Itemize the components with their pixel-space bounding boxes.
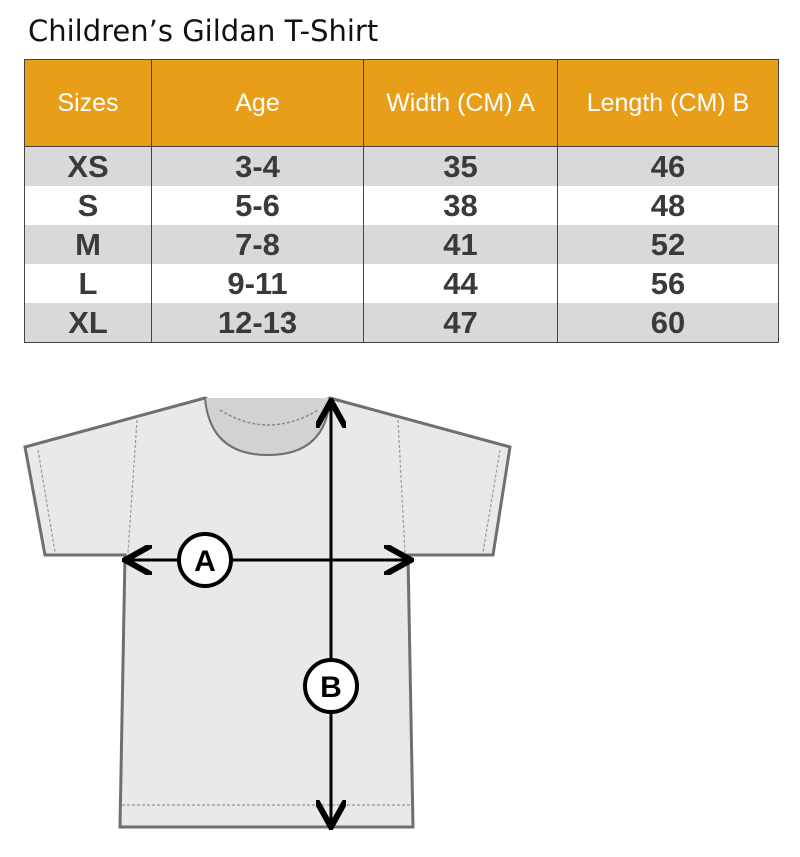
- size: XS: [24, 146, 152, 186]
- age: 7-8: [151, 225, 364, 264]
- table-row: XL 12-13 47 60: [24, 303, 779, 343]
- size: S: [24, 186, 152, 225]
- width: 44: [363, 264, 558, 303]
- tshirt-diagram: A B: [23, 396, 512, 857]
- label-b-circle: [303, 658, 359, 714]
- table-row: M 7-8 41 52: [24, 225, 779, 264]
- header-row: Sizes Age Width (CM) A Length (CM) B: [24, 59, 779, 147]
- header-age: Age: [151, 59, 364, 147]
- size: XL: [24, 303, 152, 343]
- age: 3-4: [151, 146, 364, 186]
- header-length: Length (CM) B: [557, 59, 779, 147]
- label-b: B: [320, 671, 342, 704]
- width: 38: [363, 186, 558, 225]
- length: 56: [557, 264, 779, 303]
- length: 52: [557, 225, 779, 264]
- width: 41: [363, 225, 558, 264]
- age: 12-13: [151, 303, 364, 343]
- age: 5-6: [151, 186, 364, 225]
- size: L: [24, 264, 152, 303]
- table-row: XS 3-4 35 46: [24, 146, 779, 186]
- table-row: S 5-6 38 48: [24, 186, 779, 225]
- tshirt-outline: [23, 396, 512, 829]
- label-a-circle: [177, 532, 233, 588]
- size-chart-table: Sizes Age Width (CM) A Length (CM) B XS 3…: [24, 59, 779, 343]
- width: 47: [363, 303, 558, 343]
- length: 60: [557, 303, 779, 343]
- size: M: [24, 225, 152, 264]
- width: 35: [363, 146, 558, 186]
- page-title: Children’s Gildan T-Shirt: [28, 14, 379, 48]
- header-width: Width (CM) A: [363, 59, 558, 147]
- length: 48: [557, 186, 779, 225]
- label-a: A: [194, 545, 216, 578]
- table-row: L 9-11 44 56: [24, 264, 779, 303]
- length: 46: [557, 146, 779, 186]
- header-sizes: Sizes: [24, 59, 152, 147]
- age: 9-11: [151, 264, 364, 303]
